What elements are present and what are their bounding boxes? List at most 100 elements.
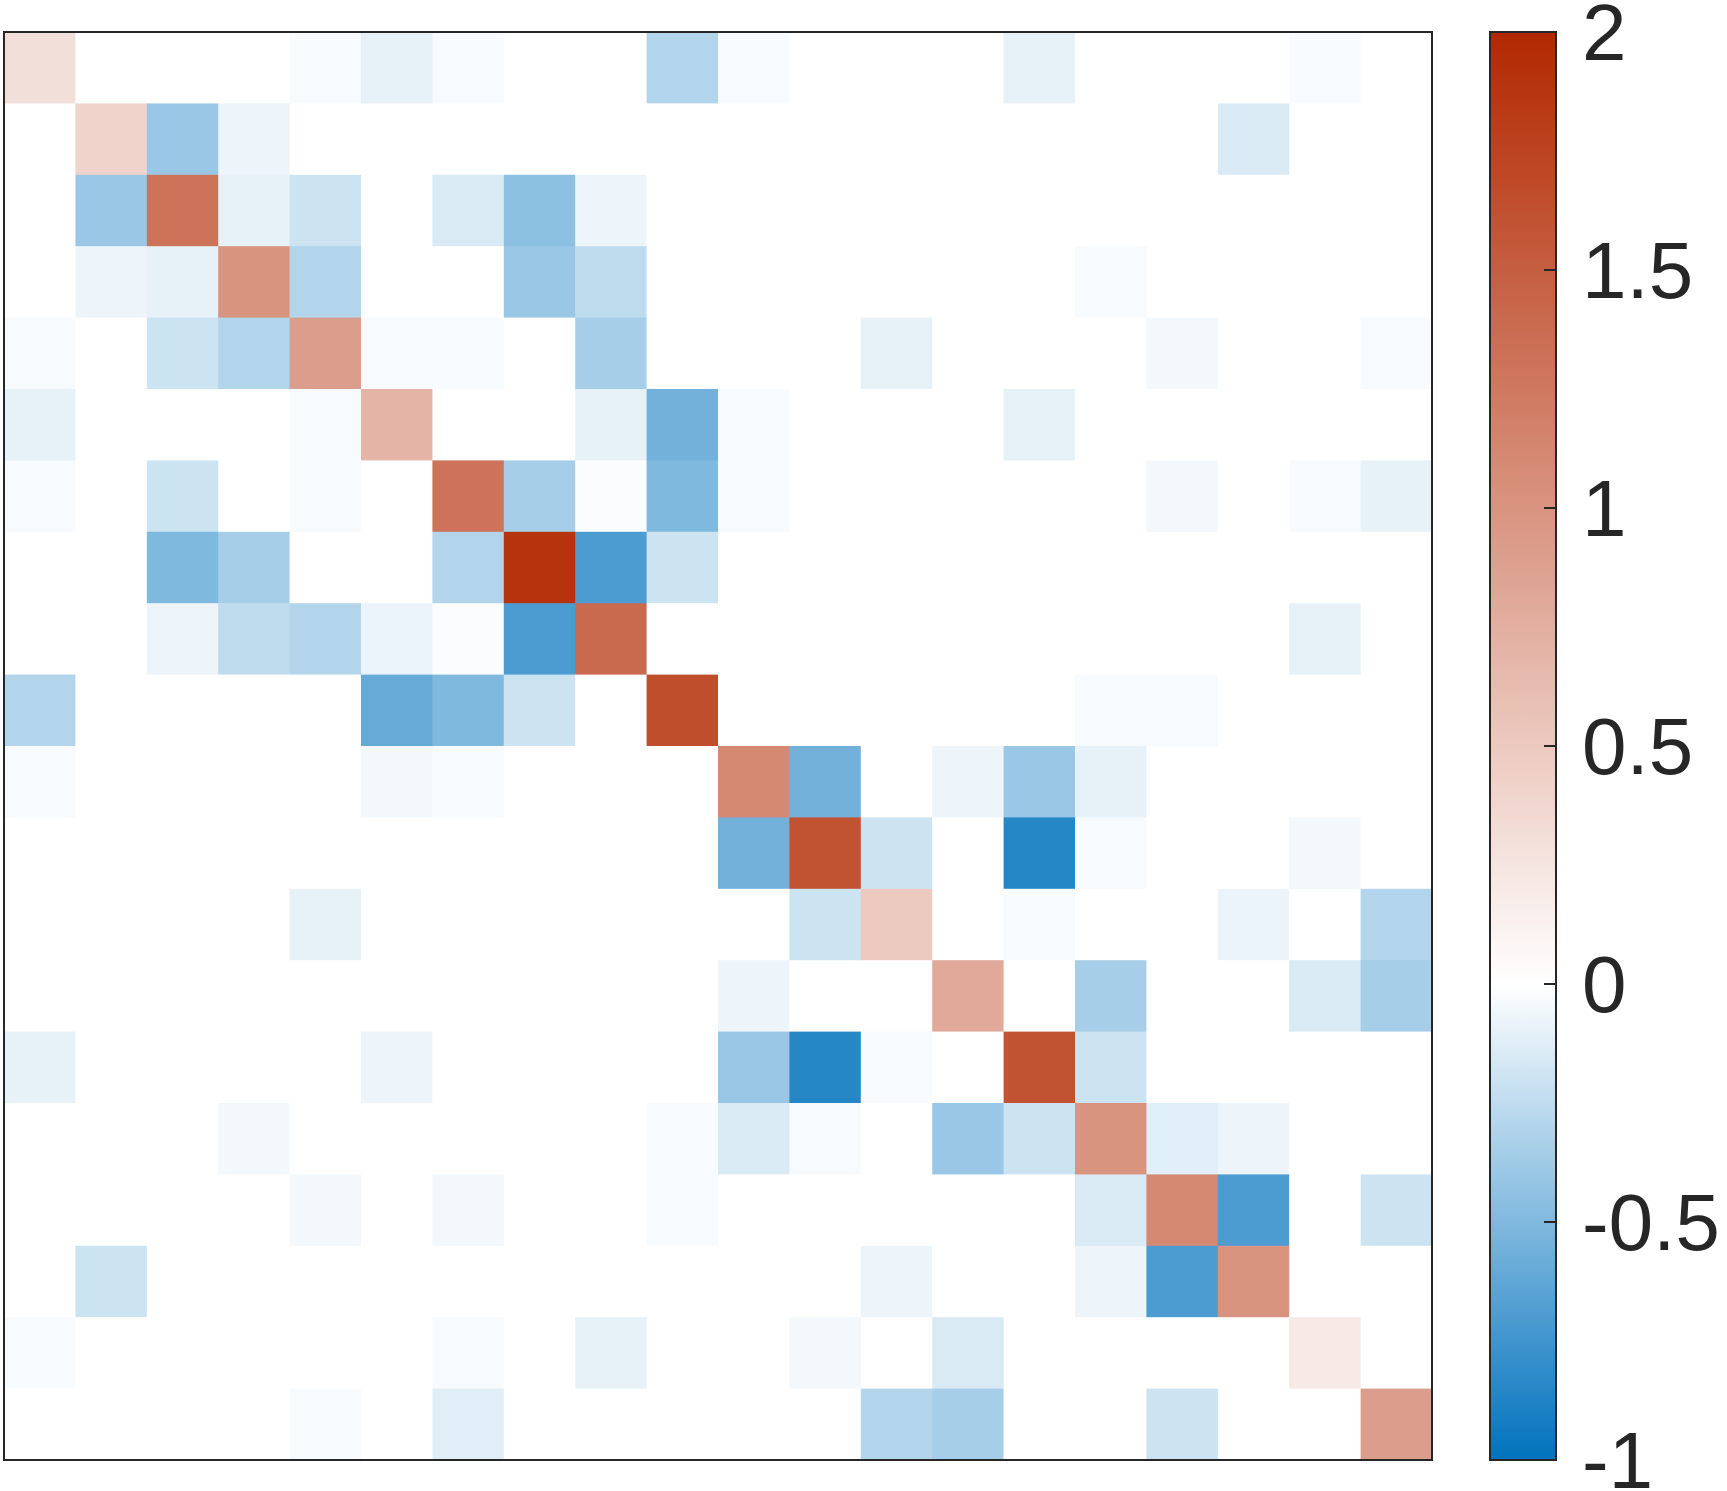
heatmap-cell <box>1075 246 1147 319</box>
heatmap-cell <box>860 603 933 676</box>
heatmap-cell <box>218 603 291 676</box>
heatmap-cell <box>1075 888 1147 961</box>
heatmap-cell <box>575 1317 648 1390</box>
heatmap-cell <box>932 817 1005 890</box>
heatmap-cell <box>646 1031 719 1104</box>
heatmap-cell <box>860 888 933 961</box>
heatmap-cell <box>932 674 1005 747</box>
heatmap-cell <box>361 1317 433 1390</box>
heatmap-cell <box>289 817 362 890</box>
heatmap-cell <box>1217 1031 1290 1104</box>
heatmap-cell <box>75 389 148 461</box>
heatmap-cell <box>789 460 862 533</box>
heatmap-cell <box>718 817 790 890</box>
heatmap-cell <box>718 1103 790 1175</box>
colorbar-ticks: -1 -0.5 0 0.5 1 1.5 2 <box>1544 0 1720 1491</box>
heatmap-cell <box>718 1245 790 1318</box>
heatmap-cell <box>1075 1174 1147 1247</box>
heatmap-cell <box>4 960 76 1033</box>
heatmap-cell <box>718 317 790 390</box>
heatmap-cell <box>789 317 862 390</box>
heatmap-cell <box>289 103 362 176</box>
heatmap-cell <box>1003 1174 1076 1247</box>
heatmap-cell <box>646 460 719 533</box>
heatmap-cell <box>646 531 719 604</box>
heatmap-cell <box>432 1103 505 1175</box>
heatmap-cell <box>646 317 719 390</box>
heatmap-cell <box>789 389 862 461</box>
heatmap-cell <box>75 960 148 1033</box>
heatmap-cell <box>289 531 362 604</box>
heatmap-cell <box>860 960 933 1033</box>
heatmap-cell <box>1146 603 1219 676</box>
heatmap-cell <box>361 746 433 818</box>
heatmap-cell <box>1146 674 1219 747</box>
heatmap-cell <box>932 1031 1005 1104</box>
heatmap-cell <box>503 460 576 533</box>
heatmap-cell <box>789 32 862 104</box>
heatmap-cell <box>1075 1103 1147 1175</box>
heatmap-cell <box>289 32 362 104</box>
heatmap-cell <box>432 246 505 319</box>
heatmap-cell <box>503 32 576 104</box>
heatmap-cell <box>146 174 219 247</box>
heatmap-cell <box>718 32 790 104</box>
heatmap-cell <box>218 246 291 319</box>
heatmap-cell <box>789 1103 862 1175</box>
heatmap-cell <box>932 888 1005 961</box>
heatmap-cell <box>646 888 719 961</box>
heatmap-cell <box>1217 1388 1290 1461</box>
heatmap-cell <box>218 960 291 1033</box>
heatmap-cell <box>1003 888 1076 961</box>
heatmap-cell <box>361 1174 433 1247</box>
heatmap-cell <box>218 103 291 176</box>
heatmap-cell <box>789 888 862 961</box>
heatmap-cell <box>1360 1317 1433 1390</box>
heatmap-cell <box>575 603 648 676</box>
heatmap-cell <box>4 317 76 390</box>
heatmap-cell <box>289 888 362 961</box>
heatmap-cell <box>361 389 433 461</box>
heatmap-cell <box>789 960 862 1033</box>
heatmap-cell <box>4 674 76 747</box>
heatmap-cell <box>432 888 505 961</box>
heatmap-cell <box>575 746 648 818</box>
heatmap-cell <box>718 174 790 247</box>
heatmap-cell <box>432 317 505 390</box>
heatmap-cell <box>1075 1388 1147 1461</box>
heatmap-cell <box>718 103 790 176</box>
heatmap-cell <box>503 817 576 890</box>
heatmap-cell <box>503 603 576 676</box>
heatmap-cell <box>1075 1031 1147 1104</box>
heatmap-cell <box>503 1174 576 1247</box>
heatmap-cell <box>1289 32 1362 104</box>
heatmap-cell <box>1003 32 1076 104</box>
heatmap-cell <box>503 317 576 390</box>
heatmap-cell <box>575 960 648 1033</box>
heatmap-cell <box>718 1031 790 1104</box>
heatmap-cell <box>1003 674 1076 747</box>
heatmap-cell <box>1217 1103 1290 1175</box>
heatmap-cell <box>1075 1317 1147 1390</box>
heatmap-cell <box>361 817 433 890</box>
heatmap-cell <box>75 888 148 961</box>
heatmap-cell <box>1360 1245 1433 1318</box>
heatmap-cell <box>718 746 790 818</box>
colorbar-tick-label: 0 <box>1582 940 1627 1029</box>
heatmap-cell <box>146 1317 219 1390</box>
heatmap-cell <box>718 1317 790 1390</box>
heatmap-cell <box>1360 888 1433 961</box>
heatmap-cell <box>1146 32 1219 104</box>
heatmap-cell <box>1003 746 1076 818</box>
heatmap-cell <box>789 1317 862 1390</box>
heatmap-cell <box>789 103 862 176</box>
heatmap-cell <box>1075 317 1147 390</box>
heatmap-cell <box>1217 1317 1290 1390</box>
heatmap-cell <box>432 103 505 176</box>
heatmap-cell <box>575 531 648 604</box>
heatmap-cell <box>289 1031 362 1104</box>
heatmap-cell <box>289 1245 362 1318</box>
heatmap-cell <box>1146 103 1219 176</box>
heatmap-cell <box>646 1317 719 1390</box>
heatmap-cell <box>1003 1103 1076 1175</box>
